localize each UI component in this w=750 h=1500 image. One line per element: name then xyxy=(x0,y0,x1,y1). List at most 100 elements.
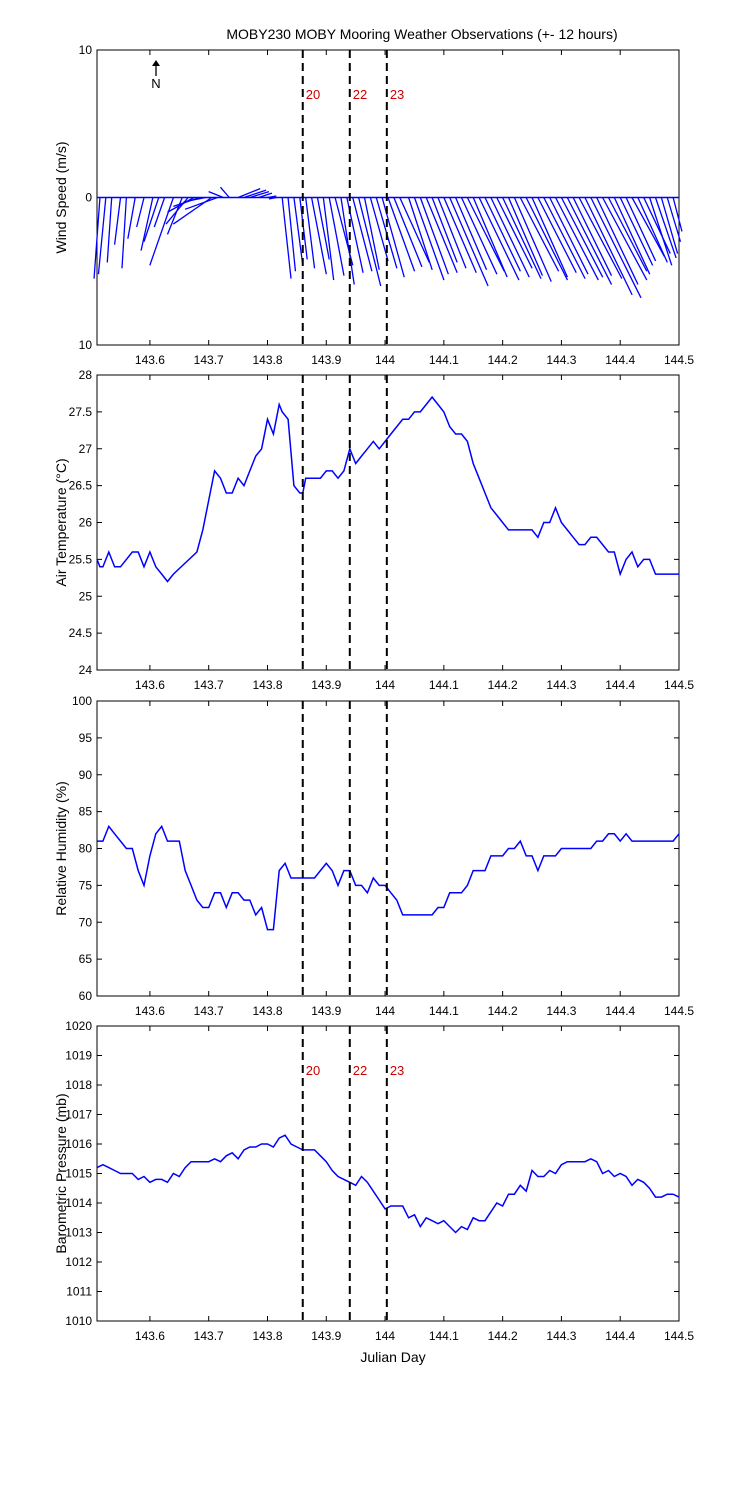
x-tick-label: 144.5 xyxy=(664,353,694,367)
wind-vector xyxy=(340,197,355,285)
x-tick-label: 143.6 xyxy=(135,1004,165,1018)
x-tick-label: 143.8 xyxy=(252,1004,282,1018)
y-axis-label: Air Temperature (°C) xyxy=(53,458,69,586)
x-tick-label: 144.1 xyxy=(429,678,459,692)
y-tick-label: 65 xyxy=(79,952,93,966)
x-tick-label: 144.3 xyxy=(546,353,576,367)
data-series-line xyxy=(96,1134,680,1234)
wind-vector xyxy=(537,197,577,274)
x-tick-label: 143.7 xyxy=(194,353,224,367)
wind-vector xyxy=(143,197,160,242)
wind-vector xyxy=(466,197,505,272)
wind-vector xyxy=(419,197,449,275)
wind-vector xyxy=(443,197,477,273)
wind-vector xyxy=(566,197,613,285)
x-tick-label: 144.5 xyxy=(664,1329,694,1343)
x-tick-label: 143.8 xyxy=(252,1329,282,1343)
x-tick-label: 143.9 xyxy=(311,678,341,692)
wind-vector xyxy=(607,197,648,272)
wind-vector xyxy=(153,197,166,228)
x-tick-label: 143.7 xyxy=(194,678,224,692)
wind-vector xyxy=(543,197,586,279)
wind-vector xyxy=(519,197,560,272)
x-tick-label: 144 xyxy=(375,1004,395,1018)
wind-vector xyxy=(666,197,682,242)
wind-vector xyxy=(268,196,277,200)
x-tick-label: 143.6 xyxy=(135,678,165,692)
wind-vector xyxy=(637,197,668,263)
x-tick-label: 144.4 xyxy=(605,1329,635,1343)
wind-vector xyxy=(490,197,530,278)
x-tick-label: 144 xyxy=(375,1329,395,1343)
wind-vector xyxy=(596,197,639,285)
x-tick-label: 144.3 xyxy=(546,678,576,692)
marker-label: 23 xyxy=(390,1063,404,1078)
wind-vector xyxy=(243,189,267,199)
y-tick-label: 1019 xyxy=(65,1049,92,1063)
panel-3: 60 65 70 75 80 85 90 95 100 143.6 143.7 143.8 143.9 1… xyxy=(53,694,694,1018)
data-series-line xyxy=(96,395,679,583)
wind-vector xyxy=(472,197,508,278)
wind-vector xyxy=(363,197,380,270)
y-tick-label: 24.5 xyxy=(69,626,93,640)
wind-vector xyxy=(531,197,569,278)
wind-vector xyxy=(413,197,445,281)
x-tick-label: 143.6 xyxy=(135,353,165,367)
wind-vector xyxy=(560,197,604,278)
wind-vector xyxy=(249,190,270,199)
y-tick-label: 75 xyxy=(79,878,93,892)
wind-vector xyxy=(449,197,489,287)
x-tick-label: 144.2 xyxy=(488,353,518,367)
y-tick-label: 10 xyxy=(79,43,93,57)
marker-label: 20 xyxy=(306,87,320,102)
x-tick-label: 144.4 xyxy=(605,353,635,367)
wind-vector xyxy=(184,196,218,210)
wind-vector xyxy=(496,197,533,269)
y-tick-label: 1012 xyxy=(65,1255,92,1269)
wind-vector xyxy=(654,197,677,259)
y-tick-label: 70 xyxy=(79,915,93,929)
wind-vector xyxy=(127,197,136,239)
wind-vector xyxy=(437,197,467,269)
wind-vector xyxy=(149,197,175,266)
y-tick-label: 0 xyxy=(85,191,92,205)
wind-vector xyxy=(183,196,206,203)
y-tick-label: 24 xyxy=(79,663,93,677)
wind-vector xyxy=(660,197,679,254)
wind-vector xyxy=(305,197,316,269)
wind-vector xyxy=(431,197,458,263)
x-tick-label: 143.9 xyxy=(311,1329,341,1343)
wind-vector xyxy=(316,197,330,260)
wind-vector xyxy=(97,197,107,275)
y-tick-label: 28 xyxy=(79,368,93,382)
x-tick-label: 143.9 xyxy=(311,1004,341,1018)
wind-vector xyxy=(357,197,382,287)
x-tick-label: 144.5 xyxy=(664,678,694,692)
y-tick-label: 85 xyxy=(79,805,93,819)
wind-vector xyxy=(578,197,623,279)
wind-vector xyxy=(208,190,224,199)
x-tick-label: 143.8 xyxy=(252,353,282,367)
y-tick-label: 1018 xyxy=(65,1078,92,1092)
x-tick-label: 144.4 xyxy=(605,1004,635,1018)
wind-vector xyxy=(513,197,552,282)
x-tick-label: 144 xyxy=(375,678,395,692)
x-tick-label: 143.8 xyxy=(252,678,282,692)
y-tick-label: 1016 xyxy=(65,1137,92,1151)
panel-2: 24 24.5 25 25.5 26 26.5 27 27.5 28 143.6 143.7 143.… xyxy=(53,368,694,692)
marker-label: 22 xyxy=(353,1063,367,1078)
wind-vector xyxy=(393,197,423,268)
north-label: N xyxy=(151,76,160,91)
y-axis-label: Barometric Pressure (mb) xyxy=(53,1093,69,1253)
data-series-line xyxy=(97,824,680,931)
wind-vector xyxy=(387,197,416,272)
wind-vector xyxy=(140,197,154,251)
panel-1: 10 0 10 143.6 143.7 143.8 143.9 144 144.1 144.2 14… xyxy=(53,43,694,367)
wind-vector xyxy=(237,188,261,199)
y-axis-label: Relative Humidity (%) xyxy=(53,781,69,916)
wind-vector xyxy=(219,186,230,198)
wind-vector xyxy=(328,197,345,276)
wind-vector xyxy=(625,197,657,262)
wind-vector xyxy=(267,195,277,199)
north-arrowhead-icon xyxy=(152,60,160,66)
